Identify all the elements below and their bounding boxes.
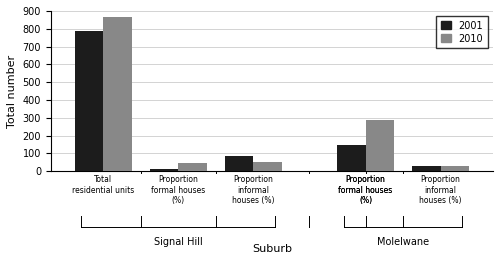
Bar (150, 169, 178, 171)
Bar (337, 145, 366, 171)
Bar (366, 120, 394, 171)
Bar (74, 31, 103, 171)
Y-axis label: Total number: Total number (7, 54, 17, 128)
Bar (178, 163, 206, 171)
Bar (440, 166, 469, 171)
Bar (103, 17, 132, 171)
Bar (337, 158, 366, 171)
Bar (412, 166, 440, 171)
Bar (224, 156, 253, 171)
Bar (253, 162, 282, 171)
Bar (366, 160, 394, 171)
X-axis label: Suburb: Suburb (252, 244, 292, 254)
Text: Signal Hill: Signal Hill (154, 237, 202, 247)
Legend: 2001, 2010: 2001, 2010 (436, 16, 488, 48)
Text: Molelwane: Molelwane (377, 237, 429, 247)
